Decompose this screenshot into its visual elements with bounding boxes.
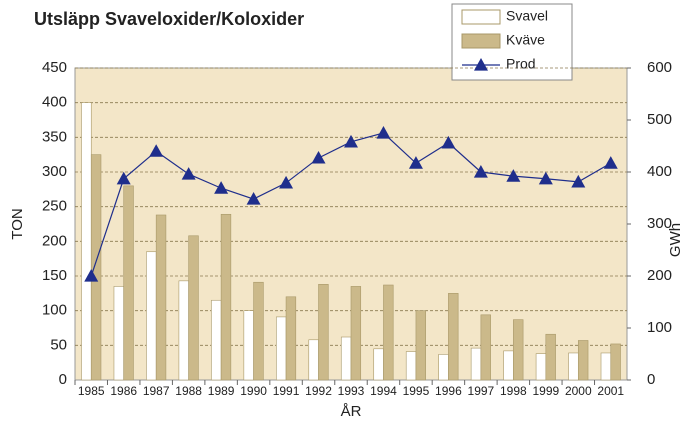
legend-label: Prod [506,56,536,72]
marker [84,269,99,282]
y-tick-label: 350 [42,128,67,145]
bar [211,299,222,381]
x-tick-label: 1991 [273,384,300,398]
bar [146,251,157,381]
bar [81,102,92,381]
bar [577,340,589,381]
marker [279,175,294,189]
bar [568,352,579,381]
y-tick-label: 300 [42,163,67,180]
x-tick-label: 1995 [403,384,430,398]
x-tick-label: 1999 [532,384,559,398]
marker [538,171,553,185]
x-tick-label: 1997 [468,384,495,398]
y2-axis-label: GWh [667,223,684,257]
y2-tick-label: 400 [647,163,672,180]
y-tick-label: 250 [42,198,67,215]
bar [438,354,449,381]
bar [123,185,134,381]
bar [480,314,491,381]
legend-marker [474,58,488,71]
bar [610,343,621,381]
bar [155,214,167,381]
marker [311,150,326,164]
marker [441,135,456,149]
x-tick-label: 1990 [240,384,267,398]
marker [181,167,196,180]
bar [503,350,514,381]
x-tick-label: 1998 [500,384,527,398]
y2-tick-label: 600 [647,59,672,76]
bar [188,235,199,381]
bar [276,316,287,381]
marker [376,126,391,139]
x-tick-label: 1993 [338,384,365,398]
y2-tick-label: 300 [647,215,672,232]
marker [473,165,488,178]
bar [340,336,352,381]
marker [571,174,586,188]
x-tick-label: 1994 [370,384,397,398]
bar [113,286,125,381]
y-tick-label: 200 [42,232,67,249]
bar [178,280,189,381]
y-tick-label: 50 [50,336,67,353]
y2-tick-label: 200 [647,267,672,284]
bar [535,353,547,381]
y2-tick-label: 100 [647,319,672,336]
bar [405,351,417,381]
bar [383,284,394,381]
bar [373,348,384,381]
legend-label: Svavel [506,8,548,24]
y-tick-label: 0 [59,371,67,388]
x-tick-label: 2000 [565,384,592,398]
bar [470,347,482,381]
x-axis-label: ÅR [341,403,362,420]
marker [408,156,423,169]
marker [246,192,261,205]
bar [350,286,362,381]
bar [253,281,264,381]
legend-swatch [461,9,501,25]
bar [220,213,232,381]
chart-title: Utsläpp Svaveloxider/Koloxider [34,9,304,29]
x-tick-label: 1986 [110,384,137,398]
y-axis-label: TON [9,208,26,239]
bar [415,310,426,381]
marker [344,134,358,148]
x-tick-label: 1988 [175,384,202,398]
marker [214,181,229,194]
y-tick-label: 150 [42,267,67,284]
x-tick-label: 1985 [78,384,105,398]
bar [448,293,459,381]
marker [506,169,521,182]
x-tick-label: 1989 [208,384,235,398]
x-tick-label: 2001 [597,384,624,398]
marker [116,171,131,185]
y2-tick-label: 500 [647,111,672,128]
bar [318,284,329,381]
bar [243,310,254,381]
bar [90,154,102,381]
marker [149,144,164,157]
bar [285,296,297,381]
bar [600,352,612,381]
y-tick-label: 400 [42,94,67,111]
x-tick-label: 1996 [435,384,462,398]
y-tick-label: 100 [42,302,67,319]
marker [603,156,618,169]
y-tick-label: 450 [42,59,67,76]
legend-swatch [461,33,501,49]
y2-tick-label: 0 [647,371,655,388]
bar [308,339,319,381]
bar [545,333,556,381]
x-tick-label: 1992 [305,384,332,398]
legend-label: Kväve [506,32,545,48]
x-tick-label: 1987 [143,384,170,398]
bar [513,319,524,381]
